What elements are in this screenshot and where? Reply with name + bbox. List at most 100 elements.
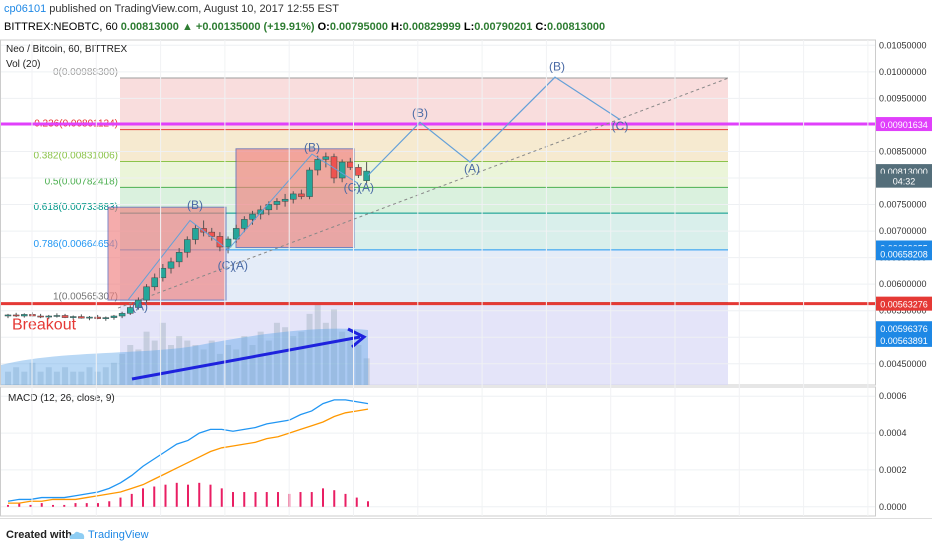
volume-bar (21, 371, 28, 385)
wave-count-line (127, 153, 359, 301)
wave-label: (C) (344, 180, 361, 194)
price-label-box (876, 246, 932, 261)
wave-label: (A) (464, 162, 480, 176)
candle-body (127, 307, 134, 314)
created-with-text: Created with (6, 529, 73, 541)
price-label-box (876, 296, 932, 311)
volume-bar (347, 340, 354, 385)
volume-bar (363, 358, 370, 385)
candle-body (159, 267, 167, 279)
candle-body (355, 167, 362, 176)
candle-body (322, 156, 330, 160)
price-label-box (876, 173, 932, 188)
tradingview-link[interactable]: TradingView (88, 529, 149, 541)
open-value: 0.00795000 (329, 21, 388, 33)
y-tick-label: 0.01000000 (879, 67, 927, 77)
macd-histogram-bar (108, 501, 111, 507)
volume-bar (208, 340, 215, 385)
symbol-header: BITTREX:NEOBTC, 60 0.00813000 ▲ +0.00135… (0, 18, 932, 36)
macd-histogram-bar (333, 490, 336, 507)
macd-histogram-bar (52, 504, 54, 507)
candle-body (4, 314, 12, 317)
macd-tick-label: 0.0000 (879, 502, 907, 512)
macd-histogram-bar (85, 503, 88, 507)
candle-body (53, 315, 61, 317)
wave-label: (A) (232, 258, 248, 272)
high-label: H: (391, 21, 403, 33)
candle-body (241, 219, 248, 229)
volume-bar (331, 309, 337, 385)
close-value: 0.00813000 (547, 21, 606, 33)
candle-body (151, 277, 158, 288)
volume-bar (216, 353, 223, 385)
macd-tick-label: 0.0002 (879, 465, 907, 475)
candle-body (273, 201, 281, 205)
fib-level-label: 0(0.00988300) (53, 67, 118, 78)
volume-bar (290, 336, 297, 385)
macd-histogram-bar (310, 492, 313, 507)
volume-bar (322, 322, 329, 385)
price-label-text: 0.00813000 (880, 167, 928, 177)
price-label-text: 0.00658208 (880, 249, 928, 259)
tradingview-logo-icon (69, 531, 85, 539)
volume-label: Vol (20) (6, 59, 40, 70)
volume-bar (151, 340, 158, 385)
macd-histogram-bar (367, 501, 369, 507)
price-label-text: 0.00596376 (880, 324, 928, 334)
macd-histogram-bar (299, 492, 302, 507)
volume-bar (110, 362, 117, 385)
candle-body (135, 299, 142, 308)
price-label-box (876, 321, 932, 336)
wave-label: (B) (187, 198, 203, 212)
fib-level-label: 0.786(0.00664654) (33, 239, 118, 250)
y-tick-label: 0.00550000 (879, 306, 927, 316)
wave-label: (A) (132, 300, 148, 314)
macd-histogram-bar (243, 492, 246, 507)
macd-histogram-bar (130, 493, 133, 507)
macd-histogram-bar (187, 484, 189, 507)
candle-body (232, 228, 240, 240)
candle-body (192, 228, 199, 240)
volume-bar (62, 367, 69, 385)
volume-bar (168, 345, 174, 385)
macd-histogram-bar (7, 504, 9, 507)
volume-bar (127, 345, 134, 385)
fib-level-label: 0.5(0.00782418) (45, 176, 118, 187)
volume-bar (339, 331, 346, 385)
price-chart[interactable]: 0(0.00988300)0.236(0.00891124)0.382(0.00… (0, 38, 932, 518)
candle-body (118, 313, 126, 317)
fib-zone (120, 78, 728, 130)
wave-label: (A) (358, 180, 374, 194)
volume-bar (70, 371, 77, 385)
macd-histogram-bar (322, 488, 324, 507)
price-label-text: 0.00901634 (880, 120, 928, 130)
candle-body (175, 252, 183, 263)
publish-header: cp06101 published on TradingView.com, Au… (0, 0, 932, 18)
volume-bar (5, 371, 11, 385)
up-arrow-icon: ▲ (181, 21, 193, 33)
volume-ma-area (1, 328, 368, 385)
fib-zone (120, 161, 728, 188)
wave-label: (B) (549, 59, 565, 73)
candle-body (290, 193, 297, 200)
y-tick-label: 0.01050000 (879, 40, 927, 50)
volume-bar (257, 331, 264, 385)
author-link[interactable]: cp06101 (4, 3, 47, 15)
volume-bar (176, 336, 183, 385)
candle-body (69, 316, 77, 318)
wave-label: (C) (218, 258, 235, 272)
symbol-text: BITTREX:NEOBTC, 60 (4, 21, 118, 33)
candle-body (102, 317, 110, 319)
macd-label: MACD (12, 26, close, 9) (8, 393, 115, 404)
candle-body (110, 315, 118, 318)
y-tick-label: 0.00600000 (879, 279, 927, 289)
macd-histogram-bar (355, 497, 358, 507)
y-tick-label: 0.00750000 (879, 200, 927, 210)
price-change: +0.00135000 (+19.91%) (195, 21, 315, 33)
volume-bar (192, 345, 199, 385)
macd-histogram-bar (119, 497, 122, 507)
footer: Created with TradingView (0, 518, 932, 550)
candle-body (314, 159, 321, 171)
candle-body (330, 156, 338, 179)
volume-bar (94, 371, 101, 385)
